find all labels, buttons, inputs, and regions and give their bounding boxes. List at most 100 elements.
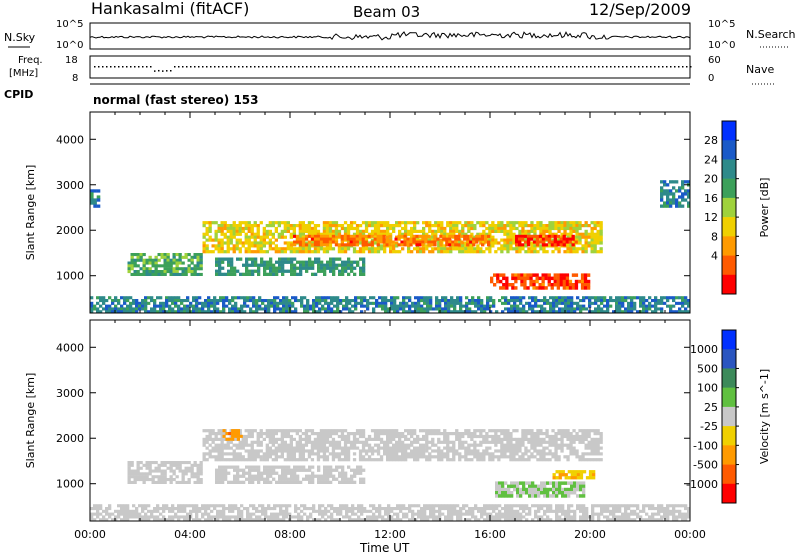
data-cell	[560, 437, 564, 441]
data-cell	[657, 299, 661, 303]
data-cell	[386, 429, 390, 433]
data-cell	[522, 487, 526, 492]
data-cell	[542, 226, 546, 231]
data-cell	[162, 515, 166, 519]
data-cell	[265, 241, 269, 245]
data-cell	[123, 515, 127, 519]
data-cell	[204, 518, 208, 522]
data-cell	[458, 446, 462, 450]
data-cell	[330, 299, 334, 303]
data-cell	[358, 229, 363, 233]
data-cell	[481, 234, 485, 238]
data-cell	[221, 468, 225, 472]
data-cell	[120, 512, 124, 516]
data-cell	[457, 243, 461, 247]
data-cell	[460, 234, 464, 238]
data-cell	[267, 299, 271, 303]
data-cell	[343, 440, 348, 444]
data-cell	[130, 475, 134, 479]
data-cell	[405, 515, 409, 519]
data-cell	[580, 286, 585, 290]
data-cell	[551, 437, 555, 441]
data-cell	[289, 429, 293, 433]
data-cell	[215, 474, 219, 478]
data-cell	[310, 443, 315, 447]
data-cell	[563, 229, 567, 233]
data-cell	[245, 477, 249, 481]
data-cell	[385, 240, 389, 244]
data-cell	[382, 234, 386, 238]
data-cell	[510, 491, 514, 495]
data-cell	[500, 455, 504, 459]
data-cell	[340, 432, 345, 436]
data-cell	[580, 273, 585, 277]
data-cell	[145, 258, 149, 262]
data-cell	[518, 443, 522, 447]
data-cell	[527, 247, 531, 251]
data-cell	[354, 518, 358, 522]
data-cell	[588, 299, 592, 303]
data-cell	[317, 465, 321, 469]
data-cell	[542, 247, 546, 251]
data-cell	[265, 434, 269, 439]
data-cell	[193, 463, 197, 467]
data-cell	[281, 269, 285, 273]
data-cell	[681, 296, 685, 300]
data-cell	[383, 244, 387, 248]
data-cell	[555, 301, 559, 305]
data-cell	[416, 446, 420, 450]
data-cell	[348, 518, 352, 522]
data-cell	[172, 469, 176, 473]
data-cell	[507, 484, 511, 489]
data-cell	[447, 304, 451, 308]
data-cell	[123, 509, 127, 513]
data-cell	[296, 237, 300, 241]
data-cell	[491, 241, 495, 245]
data-cell	[420, 304, 424, 308]
data-cell	[226, 224, 230, 228]
data-cell	[615, 299, 619, 303]
data-cell	[437, 247, 441, 251]
data-cell	[316, 250, 321, 254]
freq-dot	[110, 66, 112, 68]
data-cell	[273, 515, 277, 519]
freq-dot	[634, 66, 636, 68]
data-cell	[310, 250, 315, 254]
data-cell	[684, 192, 688, 196]
data-cell	[581, 250, 585, 254]
data-cell	[126, 515, 130, 519]
data-cell	[443, 440, 447, 444]
data-cell	[242, 474, 246, 478]
data-cell	[192, 304, 196, 308]
data-cell	[311, 266, 315, 270]
data-cell	[168, 518, 172, 522]
data-cell	[214, 229, 218, 233]
data-cell	[583, 283, 588, 287]
data-cell	[159, 512, 163, 516]
data-cell	[93, 504, 97, 508]
data-cell	[268, 221, 272, 225]
data-cell	[523, 234, 528, 238]
data-cell	[189, 301, 193, 305]
data-cell	[576, 301, 580, 305]
data-cell	[243, 518, 247, 522]
data-cell	[383, 229, 387, 233]
data-cell	[530, 455, 534, 459]
data-cell	[563, 232, 567, 236]
data-cell	[593, 458, 597, 462]
data-cell	[259, 221, 263, 225]
data-cell	[256, 232, 260, 236]
data-cell	[250, 449, 254, 453]
data-cell	[526, 276, 530, 281]
data-cell	[250, 241, 254, 245]
data-cell	[410, 221, 414, 225]
data-cell	[222, 518, 226, 522]
data-cell	[214, 449, 218, 453]
data-cell	[574, 279, 579, 284]
data-cell	[225, 299, 229, 303]
data-cell	[437, 437, 441, 441]
data-cell	[114, 307, 118, 311]
data-cell	[687, 310, 691, 314]
data-cell	[446, 247, 450, 251]
data-cell	[248, 468, 252, 472]
